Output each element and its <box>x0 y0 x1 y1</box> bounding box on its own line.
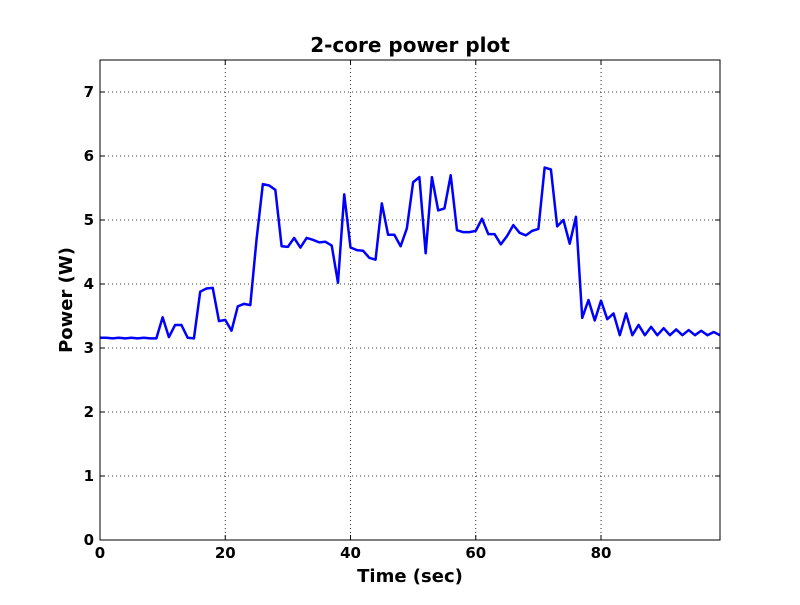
x-tick-label: 80 <box>591 544 612 562</box>
x-tick-label: 20 <box>215 544 236 562</box>
tick-labels: 0 20 40 60 80 0 1 2 3 4 5 6 7 <box>84 83 612 562</box>
y-tick-label: 6 <box>84 147 94 165</box>
y-tick-label: 3 <box>84 339 94 357</box>
x-axis-label: Time (sec) <box>357 566 463 587</box>
y-tick-label: 7 <box>84 83 94 101</box>
series-line <box>100 166 721 340</box>
y-tick-label: 2 <box>84 403 94 421</box>
y-tick-label: 4 <box>84 275 94 293</box>
y-tick-label: 5 <box>84 211 94 229</box>
y-tick-label: 0 <box>84 531 94 549</box>
chart-title: 2-core power plot <box>310 33 510 57</box>
y-axis-label: Power (W) <box>56 247 77 353</box>
ticks-layer <box>99 60 720 541</box>
x-tick-label: 60 <box>465 544 486 562</box>
x-tick-label: 0 <box>95 544 105 562</box>
x-tick-label: 40 <box>340 544 361 562</box>
plot-frame <box>99 59 721 541</box>
series-layer <box>100 166 721 340</box>
grid-lines <box>100 60 720 540</box>
y-tick-label: 1 <box>84 467 94 485</box>
